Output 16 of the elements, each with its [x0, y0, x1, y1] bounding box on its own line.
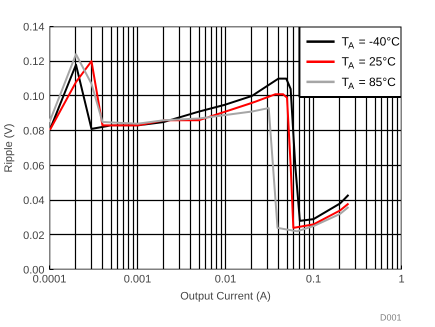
y-tick-label: 0.12: [23, 56, 45, 68]
y-axis-title: Ripple (V): [3, 124, 16, 172]
x-tick-label: 0.01: [214, 274, 236, 286]
x-tick-label: 0.1: [306, 274, 322, 286]
y-tick-label: 0.06: [23, 160, 45, 172]
y-tick-label: 0.14: [23, 22, 45, 34]
x-tick-label: 0.0001: [32, 274, 66, 286]
x-tick-label: 0.001: [124, 274, 152, 286]
y-tick-label: 0.10: [23, 90, 45, 103]
y-tick-label: 0.08: [23, 126, 45, 138]
y-tick-label: 0.02: [23, 230, 45, 242]
x-tick-label: 1: [398, 274, 405, 286]
x-axis-title: Output Current (A): [180, 290, 271, 302]
text: D001: [380, 312, 402, 322]
y-tick-label: 0.00: [23, 264, 45, 276]
y-tick-label: 0.04: [23, 195, 45, 208]
